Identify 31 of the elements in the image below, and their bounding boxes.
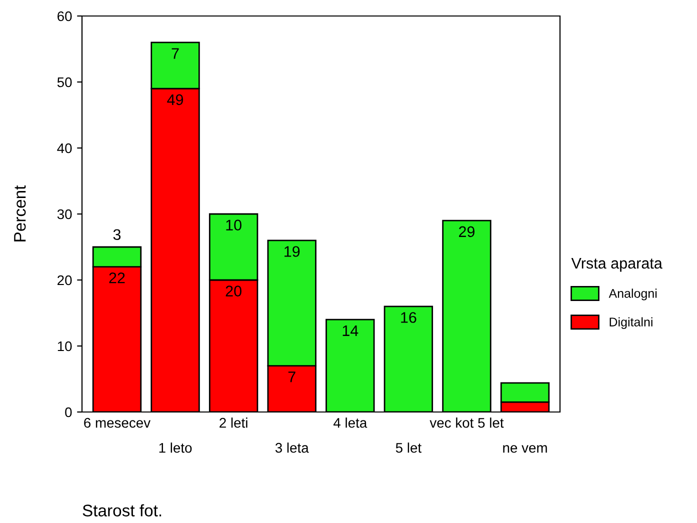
y-tick-label: 0 — [65, 407, 72, 418]
legend-label: Analogni — [608, 288, 657, 300]
legend-title: Vrsta aparata — [571, 258, 662, 272]
data-label: 29 — [459, 226, 475, 238]
data-label: 22 — [109, 272, 125, 284]
data-label: 16 — [401, 312, 416, 323]
data-label: 14 — [342, 325, 358, 336]
y-tick-label: 40 — [57, 143, 72, 154]
y-tick-label: 60 — [58, 11, 72, 22]
x-axis-title: Starost fot. — [82, 504, 162, 516]
data-label: 3 — [113, 229, 121, 240]
x-tick-label: 5 let — [396, 442, 422, 453]
y-axis-title: Percent — [14, 185, 26, 242]
data-label: 19 — [284, 246, 300, 257]
legend-label: Digitalni — [610, 317, 652, 329]
x-tick-label: 4 leta — [333, 418, 368, 428]
x-tick-label: 1 leto — [159, 442, 192, 453]
data-label: 7 — [288, 372, 296, 382]
data-label: 20 — [226, 286, 242, 296]
data-label: 10 — [226, 220, 242, 230]
x-tick-label: 2 leti — [220, 418, 248, 428]
y-tick-label: 50 — [57, 77, 72, 88]
y-tick-label: 10 — [58, 341, 72, 352]
x-tick-label: 6 mesecev — [84, 418, 151, 428]
y-tick-label: 30 — [57, 209, 72, 220]
x-tick-label: vec kot 5 let — [430, 418, 504, 428]
x-tick-label: 3 leta — [275, 442, 309, 453]
x-tick-label: ne vem — [503, 445, 547, 453]
y-tick-label: 20 — [58, 275, 72, 286]
data-label: 7 — [172, 48, 179, 59]
data-label: 49 — [167, 94, 184, 106]
